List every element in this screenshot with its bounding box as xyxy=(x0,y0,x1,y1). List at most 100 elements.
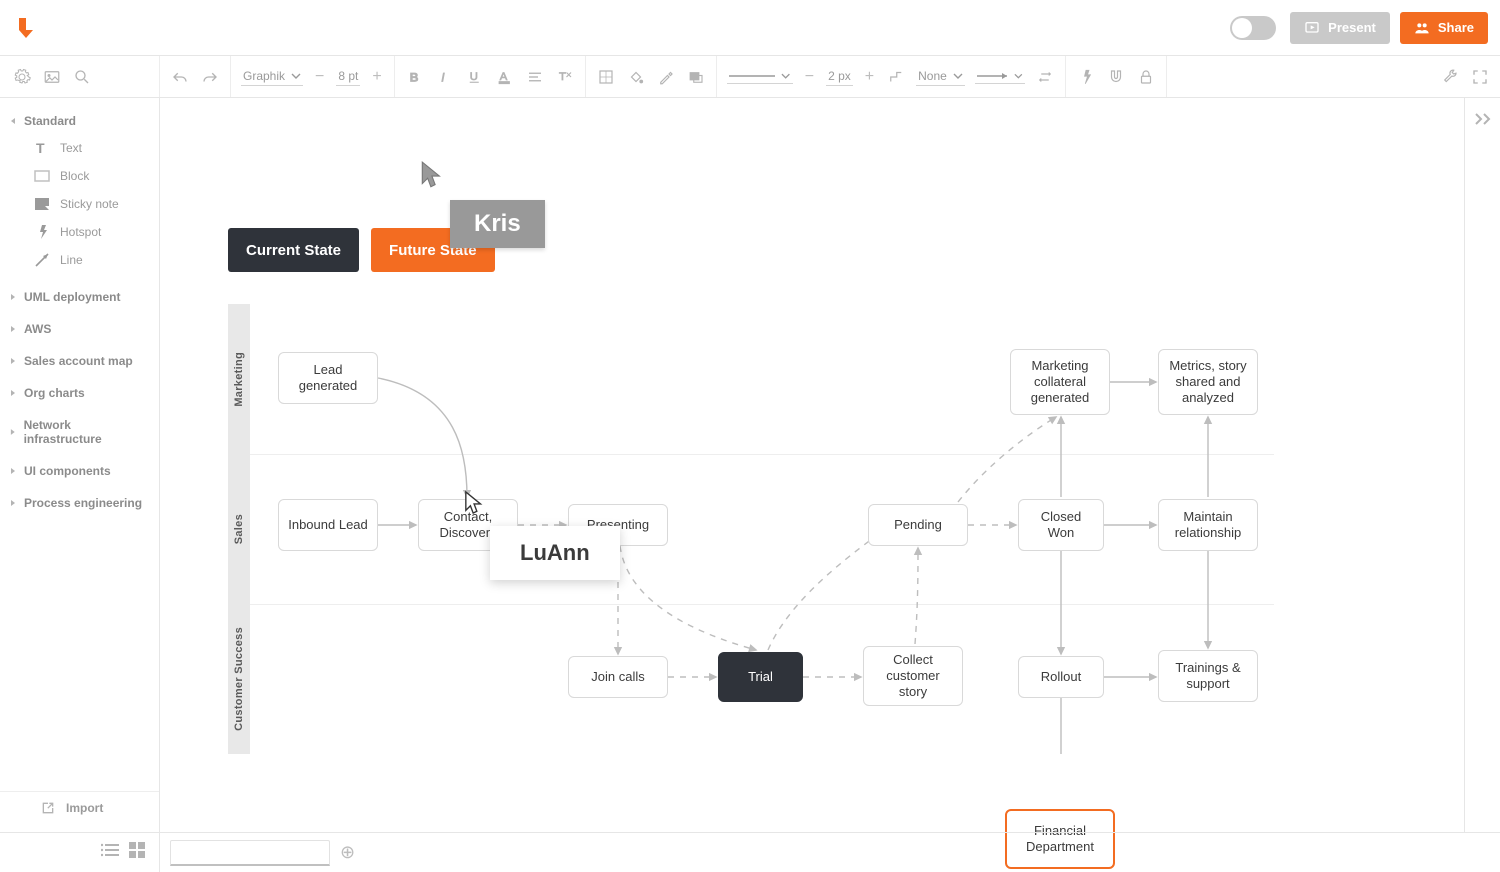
node-pending[interactable]: Pending xyxy=(868,504,968,546)
section-label: UML deployment xyxy=(24,290,120,304)
lane-cs: Customer Success xyxy=(228,604,250,754)
shape-item-hotspot[interactable]: Hotspot xyxy=(0,218,159,246)
shape-item-sticky[interactable]: Sticky note xyxy=(0,190,159,218)
lock-icon[interactable] xyxy=(1136,67,1156,87)
node-label: Lead generated xyxy=(287,362,369,395)
node-inbound[interactable]: Inbound Lead xyxy=(278,499,378,551)
lane-divider xyxy=(250,604,1274,605)
shape-item-label: Line xyxy=(60,253,83,267)
node-mkt_coll[interactable]: Marketing collateral generated xyxy=(1010,349,1110,415)
lane-label: Customer Success xyxy=(233,627,245,731)
node-lead_gen[interactable]: Lead generated xyxy=(278,352,378,404)
action-icon[interactable] xyxy=(1076,67,1096,87)
share-button[interactable]: Share xyxy=(1400,12,1488,44)
line-width-decrement[interactable]: − xyxy=(803,68,816,86)
node-trial[interactable]: Trial xyxy=(718,652,803,702)
sidebar-section-sales-account-map[interactable]: Sales account map xyxy=(0,348,159,374)
node-label: Inbound Lead xyxy=(288,517,368,533)
font-family-value: Graphik xyxy=(243,69,285,83)
sticky-icon xyxy=(34,196,50,212)
top-app-bar: Present Share xyxy=(0,0,1500,56)
italic-icon[interactable]: I xyxy=(435,67,455,87)
node-rollout[interactable]: Rollout xyxy=(1018,656,1104,698)
line-width-increment[interactable]: + xyxy=(863,68,876,86)
line-width-field[interactable]: 2 px xyxy=(826,67,853,86)
text-color-icon[interactable]: A xyxy=(495,67,515,87)
expand-right-icon[interactable] xyxy=(1474,112,1492,832)
node-maintain[interactable]: Maintain relationship xyxy=(1158,499,1258,551)
align-icon[interactable] xyxy=(525,67,545,87)
sidebar-section-network-infrastructure[interactable]: Network infrastructure xyxy=(0,412,159,452)
node-label: Maintain relationship xyxy=(1167,509,1249,542)
chevron-down-icon xyxy=(8,116,18,126)
font-size-decrement[interactable]: − xyxy=(313,68,326,86)
list-view-icon[interactable] xyxy=(101,843,119,862)
redo-icon[interactable] xyxy=(200,67,220,87)
node-join_calls[interactable]: Join calls xyxy=(568,656,668,698)
gear-icon[interactable] xyxy=(12,67,32,87)
search-icon[interactable] xyxy=(72,67,92,87)
font-size-increment[interactable]: + xyxy=(370,68,383,86)
page-tab-active[interactable] xyxy=(170,840,330,866)
page-tabs: ⊕ xyxy=(160,840,1500,866)
collaborator-badge-luann: LuAnn xyxy=(490,526,620,580)
fullscreen-icon[interactable] xyxy=(1470,67,1490,87)
chevron-right-icon xyxy=(8,466,18,476)
underline-icon[interactable]: U xyxy=(465,67,485,87)
fill-icon[interactable] xyxy=(626,67,646,87)
grid-view-icon[interactable] xyxy=(129,842,145,863)
svg-text:T: T xyxy=(36,140,45,156)
chevron-right-icon xyxy=(8,292,18,302)
mode-toggle[interactable] xyxy=(1230,16,1276,40)
line-end-select[interactable]: None xyxy=(916,67,965,86)
svg-text:T: T xyxy=(559,71,566,83)
shape-item-text[interactable]: TText xyxy=(0,134,159,162)
font-family-select[interactable]: Graphik xyxy=(241,67,303,86)
undo-icon[interactable] xyxy=(170,67,190,87)
line-icon xyxy=(34,252,50,268)
arrow-style-select[interactable] xyxy=(975,69,1025,84)
node-label: Trial xyxy=(748,669,773,685)
import-label: Import xyxy=(66,801,103,815)
sidebar-section-uml-deployment[interactable]: UML deployment xyxy=(0,284,159,310)
node-trainings[interactable]: Trainings & support xyxy=(1158,650,1258,702)
sidebar-section-ui-components[interactable]: UI components xyxy=(0,458,159,484)
lane-label: Sales xyxy=(233,514,245,544)
canvas[interactable]: Current State Future State Kris Marketin… xyxy=(160,98,1464,832)
shape-item-label: Sticky note xyxy=(60,197,119,211)
shape-style-icon[interactable] xyxy=(686,67,706,87)
import-button[interactable]: Import xyxy=(0,791,159,824)
bold-icon[interactable]: B xyxy=(405,67,425,87)
shape-item-line[interactable]: Line xyxy=(0,246,159,274)
sidebar-section-process-engineering[interactable]: Process engineering xyxy=(0,490,159,516)
shapes-sidebar: Standard TTextBlock Sticky note Hotspot Lin… xyxy=(0,98,160,832)
magnet-icon[interactable] xyxy=(1106,67,1126,87)
line-style-select[interactable] xyxy=(727,69,793,84)
wrench-icon[interactable] xyxy=(1440,67,1460,87)
eyedropper-icon[interactable] xyxy=(656,67,676,87)
sidebar-section-aws[interactable]: AWS xyxy=(0,316,159,342)
lane-label: Marketing xyxy=(233,352,245,407)
import-icon xyxy=(40,800,56,816)
swap-ends-icon[interactable] xyxy=(1035,67,1055,87)
node-metrics[interactable]: Metrics, story shared and analyzed xyxy=(1158,349,1258,415)
section-standard-label: Standard xyxy=(24,114,76,128)
chevron-right-icon xyxy=(8,388,18,398)
node-label: Metrics, story shared and analyzed xyxy=(1167,358,1249,407)
sidebar-section-org-charts[interactable]: Org charts xyxy=(0,380,159,406)
node-closed_won[interactable]: Closed Won xyxy=(1018,499,1104,551)
chevron-right-icon xyxy=(8,324,18,334)
border-icon[interactable] xyxy=(596,67,616,87)
clear-format-icon[interactable]: T xyxy=(555,67,575,87)
line-routing-icon[interactable] xyxy=(886,67,906,87)
sidebar-section-standard[interactable]: Standard xyxy=(0,108,159,134)
present-button[interactable]: Present xyxy=(1290,12,1390,44)
shape-item-block[interactable]: Block xyxy=(0,162,159,190)
node-collect[interactable]: Collect customer story xyxy=(863,646,963,706)
tab-current-state[interactable]: Current State xyxy=(228,228,359,272)
play-icon xyxy=(1304,20,1320,36)
section-label: Process engineering xyxy=(24,496,142,510)
font-size-field[interactable]: 8 pt xyxy=(336,67,360,86)
image-icon[interactable] xyxy=(42,67,62,87)
add-page-icon[interactable]: ⊕ xyxy=(340,842,355,863)
